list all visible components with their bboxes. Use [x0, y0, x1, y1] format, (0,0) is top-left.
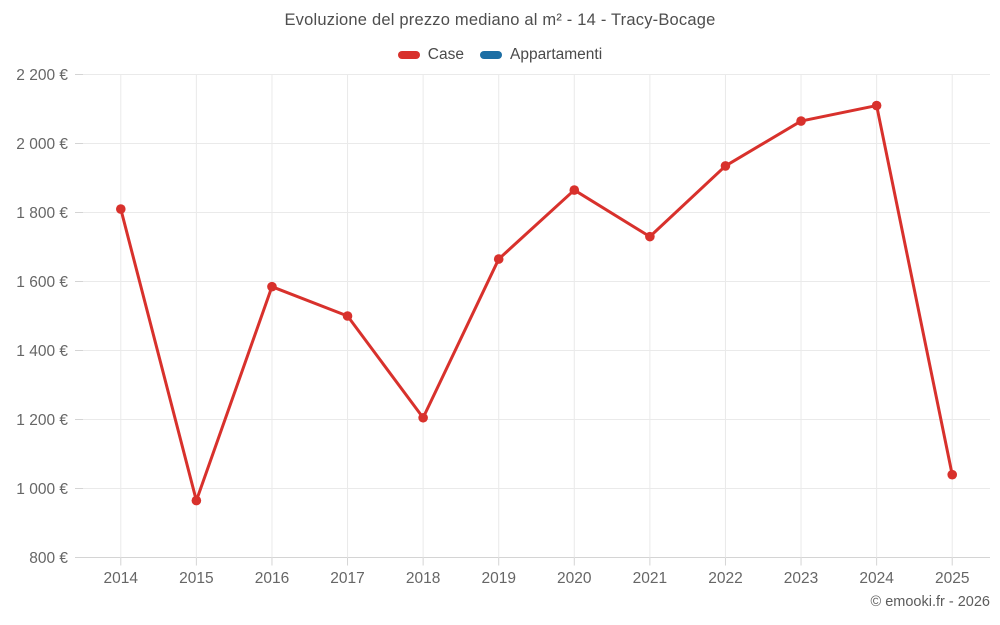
data-point-case-2016[interactable]: [267, 281, 277, 292]
data-point-case-2025[interactable]: [947, 469, 958, 480]
x-axis-label-2014: 2014: [104, 570, 139, 587]
copyright: © emooki.fr - 2026: [870, 594, 990, 610]
data-point-case-2014[interactable]: [115, 204, 126, 214]
data-point-case-2022[interactable]: [720, 161, 731, 171]
y-axis-label-800: 800 €: [29, 550, 68, 567]
y-axis-label-1600: 1 600 €: [16, 274, 68, 291]
legend-swatch-case: [397, 51, 420, 59]
x-axis-label-2020: 2020: [557, 570, 592, 587]
legend-label-case: Case: [427, 46, 464, 63]
y-axis-label-2000: 2 000 €: [16, 136, 68, 153]
y-axis-label-1200: 1 200 €: [16, 412, 68, 429]
data-point-case-2020[interactable]: [569, 185, 580, 195]
y-axis-label-1400: 1 400 €: [16, 343, 68, 360]
y-axis-label-1000: 1 000 €: [16, 481, 68, 498]
legend-swatch-appartamenti: [479, 51, 502, 59]
legend-item-case[interactable]: Case: [397, 46, 464, 64]
y-axis-label-2200: 2 200 €: [16, 67, 68, 84]
legend: Case Appartamenti: [0, 46, 1000, 64]
x-axis-label-2022: 2022: [708, 570, 742, 587]
x-axis-label-2025: 2025: [935, 570, 969, 587]
x-axis-label-2021: 2021: [633, 570, 667, 587]
x-axis-label-2015: 2015: [179, 570, 213, 587]
y-axis-label-1800: 1 800 €: [16, 205, 68, 222]
data-point-case-2015[interactable]: [191, 495, 202, 506]
x-axis-label-2019: 2019: [481, 570, 515, 587]
legend-item-appartamenti[interactable]: Appartamenti: [479, 46, 603, 64]
x-axis-label-2023: 2023: [784, 570, 818, 587]
chart-title: Evoluzione del prezzo mediano al m² - 14…: [284, 11, 716, 29]
x-axis-label-2017: 2017: [330, 570, 364, 587]
data-point-case-2021[interactable]: [645, 231, 655, 242]
x-axis-label-2024: 2024: [859, 570, 894, 587]
data-point-case-2018[interactable]: [418, 412, 428, 423]
x-axis-label-2018: 2018: [406, 570, 440, 587]
legend-label-appartamenti: Appartamenti: [509, 46, 603, 63]
data-point-case-2019[interactable]: [493, 254, 504, 264]
data-point-case-2023[interactable]: [796, 116, 806, 126]
series-line-case: [119, 104, 954, 503]
x-axis-label-2016: 2016: [255, 570, 289, 587]
data-point-case-2024[interactable]: [871, 100, 882, 111]
data-point-case-2017[interactable]: [342, 311, 353, 321]
